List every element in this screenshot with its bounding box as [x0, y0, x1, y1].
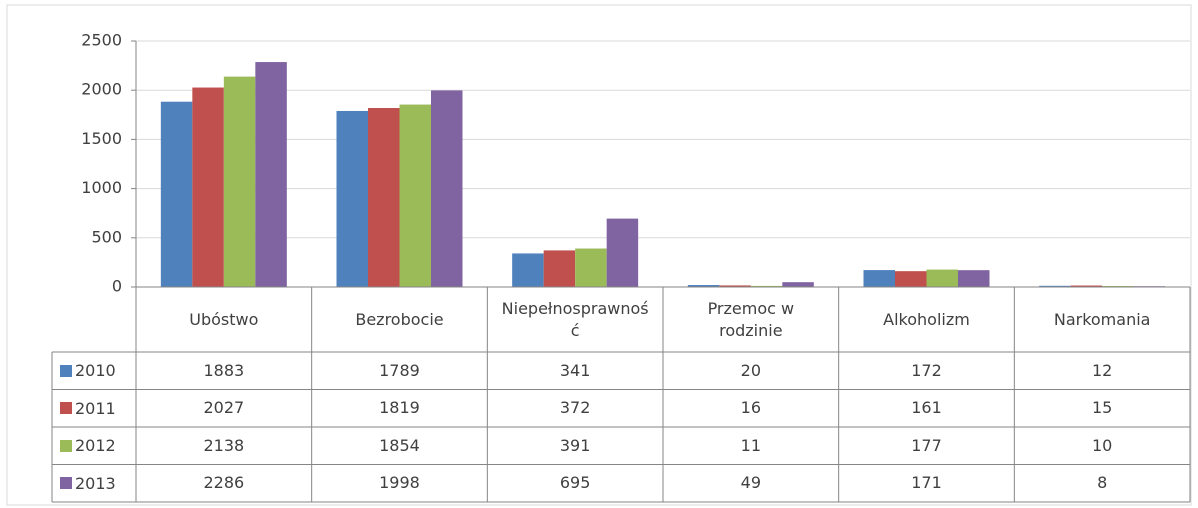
category-label: Ubóstwo [189, 309, 259, 329]
legend-label: 2011 [75, 398, 116, 418]
legend-entry: 2013 [60, 465, 116, 503]
bar [606, 218, 639, 287]
bar [431, 90, 463, 288]
data-table-value: 10 [1091, 435, 1113, 455]
data-table-value: 172 [911, 360, 942, 380]
bar [1039, 285, 1071, 287]
bar [895, 271, 927, 287]
data-table-value: 1819 [379, 398, 420, 418]
data-table-value: 2027 [203, 398, 245, 418]
data-table-value: 171 [911, 473, 942, 493]
bar [368, 108, 400, 287]
data-table-value: 2138 [203, 435, 245, 455]
bar [192, 87, 224, 287]
data-table-value: 1883 [203, 360, 245, 380]
legend-entry: 2010 [60, 352, 116, 390]
category-label: Narkomania [1053, 309, 1151, 329]
data-table-value: 11 [740, 435, 761, 455]
bar [863, 270, 895, 287]
y-tick-label: 2000 [81, 80, 122, 99]
data-table-value: 15 [1091, 398, 1113, 418]
legend-entry: 2012 [60, 427, 116, 465]
data-table-value: 341 [559, 360, 591, 380]
data-table-value: 391 [559, 435, 591, 455]
bar [575, 248, 607, 287]
data-table-value: 161 [911, 398, 942, 418]
bar [926, 269, 958, 287]
bar [160, 101, 193, 287]
data-table-value: 1854 [379, 435, 420, 455]
y-tick-label: 0 [112, 277, 122, 296]
bar [336, 110, 368, 287]
data-table-value: 372 [559, 398, 591, 418]
bar [687, 285, 720, 287]
legend-entry: 2011 [60, 390, 116, 428]
data-table-value: 1998 [379, 473, 420, 493]
data-table-value: 16 [740, 398, 761, 418]
data-table-value: 177 [911, 435, 942, 455]
legend-label: 2010 [75, 361, 116, 381]
category-label: Niepełnosprawność [501, 298, 649, 340]
bar [543, 250, 576, 287]
category-label: Bezrobocie [355, 309, 444, 329]
data-table-value: 49 [740, 473, 761, 493]
bar [1070, 285, 1103, 287]
data-table-value: 1789 [379, 360, 420, 380]
data-table-value: 695 [559, 473, 591, 493]
legend-swatch [60, 364, 72, 377]
legend-label: 2012 [75, 436, 116, 456]
legend-swatch [60, 439, 72, 452]
data-table-value: 2286 [203, 473, 245, 493]
y-tick-label: 1000 [81, 178, 122, 197]
data-table-value: 12 [1091, 360, 1113, 380]
bar [782, 282, 814, 287]
y-tick-label: 1500 [81, 129, 122, 148]
y-tick-label: 500 [91, 227, 122, 246]
bar [750, 285, 783, 287]
legend-label: 2013 [75, 473, 116, 493]
legend-swatch [60, 477, 72, 490]
legend-swatch [60, 402, 72, 415]
bar [223, 76, 256, 288]
bar [255, 62, 287, 287]
y-tick-label: 2500 [81, 31, 122, 50]
data-table-value: 20 [740, 360, 761, 380]
bar [719, 285, 751, 287]
bar [399, 104, 431, 287]
bar [958, 270, 990, 287]
data-table-value: 8 [1097, 473, 1108, 493]
category-label: Alkoholizm [883, 309, 970, 329]
bar [512, 253, 544, 287]
category-label: Przemoc w rodzinie [707, 298, 795, 340]
